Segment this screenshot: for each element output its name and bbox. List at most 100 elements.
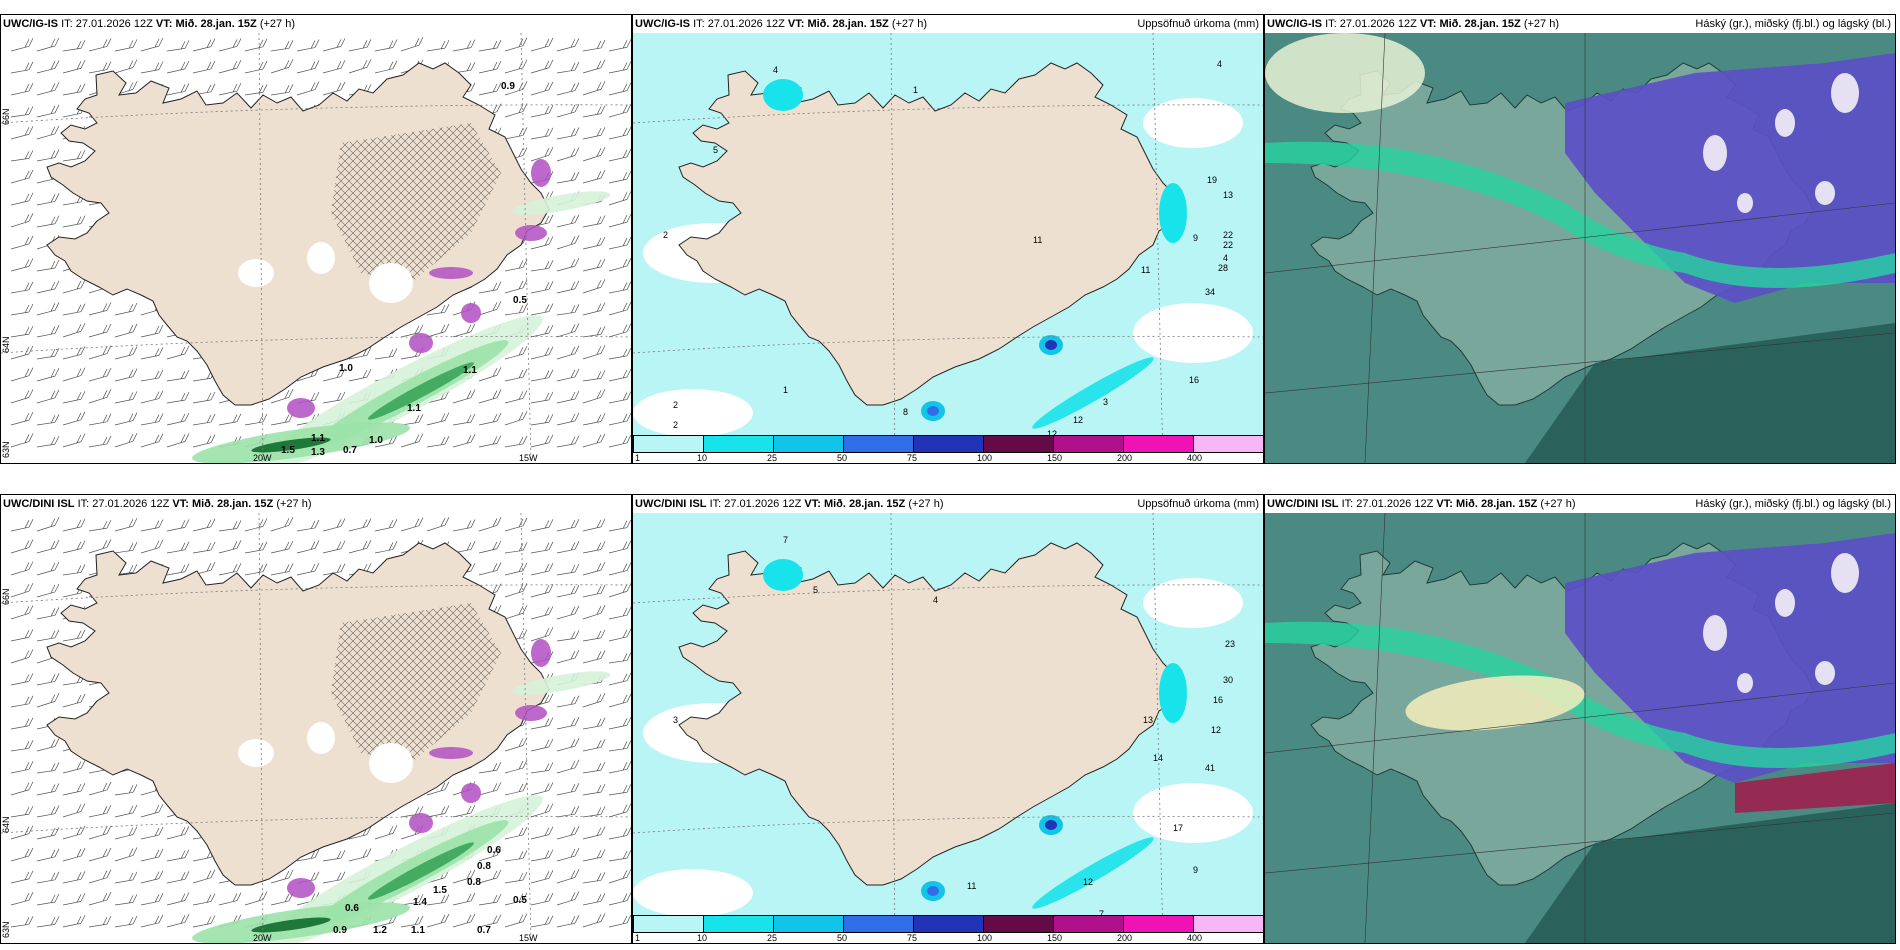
value-label: 4 — [933, 595, 938, 605]
value-label: 8 — [903, 407, 908, 417]
value-label: 16 — [1189, 375, 1199, 385]
precip-area — [763, 79, 803, 111]
colorbar-swatch — [773, 435, 844, 453]
value-label: 12 — [1211, 725, 1221, 735]
wind-map: 66N 64N 63N 20W 15W 0.6 1.4 0.8 1.5 0.8 0.6 0.9 1.2 1… — [1, 513, 631, 943]
value-label: 1.3 — [311, 447, 325, 458]
value-label: 17 — [1173, 823, 1183, 833]
colorbar-tick: 25 — [767, 933, 778, 943]
graticule — [1, 33, 631, 463]
colorbar-tick: 150 — [1047, 933, 1063, 943]
value-label: 0.8 — [467, 877, 481, 888]
value-label: 34 — [1205, 287, 1215, 297]
panel-header: UWC/IG-IS IT: 27.01.2026 12Z VT: Mið. 28… — [1, 15, 631, 33]
value-label: 0.6 — [487, 845, 501, 856]
clear-patch — [1737, 673, 1753, 693]
axis-label: 15W — [519, 453, 538, 463]
graticule — [1265, 33, 1895, 463]
value-label: 2 — [673, 420, 678, 430]
no-precip-area — [1133, 303, 1253, 363]
value-label: 23 — [1225, 639, 1235, 649]
colorbar-swatch — [1123, 915, 1194, 933]
colorbar-swatch — [1193, 915, 1263, 933]
precip-shower-area — [531, 159, 551, 187]
value-label: 28 — [1218, 263, 1228, 273]
precip-shower-area — [409, 813, 433, 833]
panel-cloud-dini: UWC/DINI ISL IT: 27.01.2026 12Z VT: Mið.… — [1264, 494, 1896, 944]
precip-area — [1032, 357, 1154, 429]
colorbar-tick: 400 — [1187, 453, 1203, 463]
cloud-map — [1265, 33, 1895, 463]
no-precip-area — [633, 869, 753, 917]
precip-shower-area — [461, 303, 481, 323]
value-label: 13 — [1223, 190, 1233, 200]
value-label: 1.4 — [413, 897, 427, 908]
colorbar-swatch — [773, 915, 844, 933]
axis-label: 66N — [1, 108, 11, 125]
value-label: 30 — [1223, 675, 1233, 685]
colorbar-tick: 10 — [697, 453, 708, 463]
colorbar-swatch — [633, 915, 704, 933]
precip-area — [1045, 340, 1057, 350]
value-label: 1 — [913, 85, 918, 95]
axis-label: 64N — [1, 816, 11, 833]
clear-patch — [1831, 73, 1859, 113]
colorbar-swatch — [1193, 435, 1263, 453]
clear-patch — [1775, 109, 1795, 137]
precip-area — [1159, 183, 1187, 243]
value-label: 9 — [1193, 865, 1198, 875]
graticule — [1, 513, 631, 943]
precip-area — [1045, 820, 1057, 830]
value-label: 1.1 — [407, 403, 421, 414]
clear-patch — [1815, 661, 1835, 685]
hatched-area — [331, 123, 501, 283]
colorbar-tick: 75 — [907, 453, 918, 463]
precip-area — [1159, 663, 1187, 723]
colorbar-tick: 150 — [1047, 453, 1063, 463]
axis-label: 20W — [253, 933, 272, 943]
graticule — [1265, 513, 1895, 943]
colorbar-tick: 50 — [837, 933, 848, 943]
value-label: 14 — [1153, 753, 1163, 763]
glacier-patch — [307, 722, 335, 754]
colorbar-swatch — [913, 435, 984, 453]
value-label: 5 — [813, 585, 818, 595]
glacier-patch — [369, 263, 413, 303]
panel-cloud-igis: UWC/IG-IS IT: 27.01.2026 12Z VT: Mið. 28… — [1264, 14, 1896, 464]
wind-speed-area — [367, 362, 475, 420]
precip-shower-area — [409, 333, 433, 353]
axis-label: 63N — [1, 441, 11, 458]
axis-label: 63N — [1, 921, 11, 938]
precip-area — [1032, 837, 1154, 909]
no-precip-area — [1143, 98, 1243, 148]
value-label: 1.0 — [369, 435, 383, 446]
clear-patch — [1703, 615, 1727, 651]
glacier-patch — [307, 242, 335, 274]
colorbar-swatch — [843, 915, 914, 933]
value-label: 0.9 — [501, 81, 515, 92]
precip-shower-area — [429, 267, 473, 279]
precip-shower-area — [287, 398, 315, 418]
value-label: 12 — [1083, 877, 1093, 887]
value-label: 1.2 — [373, 925, 387, 936]
value-label: 11 — [1141, 265, 1150, 275]
colorbar-swatch — [913, 915, 984, 933]
value-label: 13 — [1143, 715, 1153, 725]
wind-speed-area — [511, 191, 611, 215]
clear-patch — [1775, 589, 1795, 617]
glacier-patch — [238, 259, 274, 287]
no-precip-area — [1143, 578, 1243, 628]
colorbar-tick: 400 — [1187, 933, 1203, 943]
value-label: 5 — [713, 145, 718, 155]
wind-speed-area — [251, 917, 331, 933]
colorbar-swatch — [703, 915, 774, 933]
colorbar-tick: 1 — [635, 933, 641, 943]
precip-area — [927, 406, 939, 416]
no-precip-area — [633, 389, 753, 437]
value-label: 0.6 — [345, 903, 359, 914]
hatched-area — [331, 603, 501, 763]
precip-colorbar: 1 10 25 50 75 100 150 200 400 — [633, 435, 1263, 463]
value-label: 1.5 — [281, 445, 295, 456]
value-label: 3 — [673, 715, 678, 725]
value-label: 0.9 — [333, 925, 347, 936]
